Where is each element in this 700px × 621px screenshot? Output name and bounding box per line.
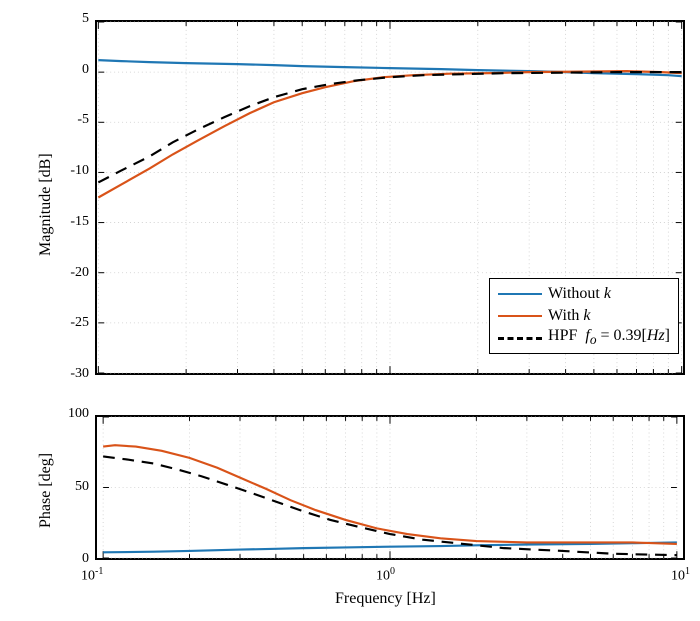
series-hpf [103,456,677,555]
legend-swatch [498,293,542,295]
legend-swatch [498,315,542,317]
x-tick: 101 [671,566,690,585]
legend-label: HPF fo = 0.39[Hz] [548,327,670,348]
legend-box: Without k With k HPF fo = 0.39[Hz] [489,278,679,354]
mag-ytick: -20 [70,265,89,281]
bode-figure: Magnitude [dB] Phase [deg] Frequency [Hz… [0,0,700,621]
legend-swatch [498,337,542,340]
mag-ytick: -25 [70,315,89,331]
mag-ytick: 5 [82,11,89,27]
legend-label: With k [548,307,590,325]
phase-ytick: 50 [75,479,89,495]
x-tick: 100 [376,566,395,585]
mag-ytick: 0 [82,62,89,78]
magnitude-ylabel: Magnitude [dB] [37,153,55,256]
mag-ytick: -5 [77,112,89,128]
phase-panel [95,415,685,560]
frequency-xlabel: Frequency [Hz] [335,590,436,608]
legend-item-with_k: With k [498,305,670,327]
legend-item-hpf: HPF fo = 0.39[Hz] [498,327,670,349]
legend-label: Without k [548,285,611,303]
series-without_k [103,542,677,552]
phase-ylabel: Phase [deg] [37,452,55,527]
mag-ytick: -30 [70,366,89,382]
legend-item-without_k: Without k [498,283,670,305]
mag-ytick: -15 [70,214,89,230]
mag-ytick: -10 [70,163,89,179]
x-tick: 10-1 [81,566,103,585]
phase-ytick: 0 [82,551,89,567]
phase-ytick: 100 [68,406,89,422]
series-hpf [98,72,681,182]
